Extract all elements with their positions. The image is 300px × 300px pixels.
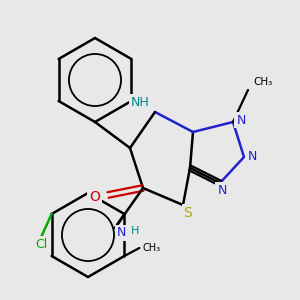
Text: NH: NH [131,95,150,109]
Text: CH₃: CH₃ [253,77,272,87]
Text: N: N [117,226,126,239]
Text: N: N [247,151,257,164]
Text: S: S [184,206,192,220]
Text: CH₃: CH₃ [142,243,160,253]
Text: O: O [89,190,100,204]
Text: N: N [217,184,227,196]
Text: H: H [131,226,140,236]
Text: Cl: Cl [35,238,48,250]
Text: N: N [236,113,246,127]
